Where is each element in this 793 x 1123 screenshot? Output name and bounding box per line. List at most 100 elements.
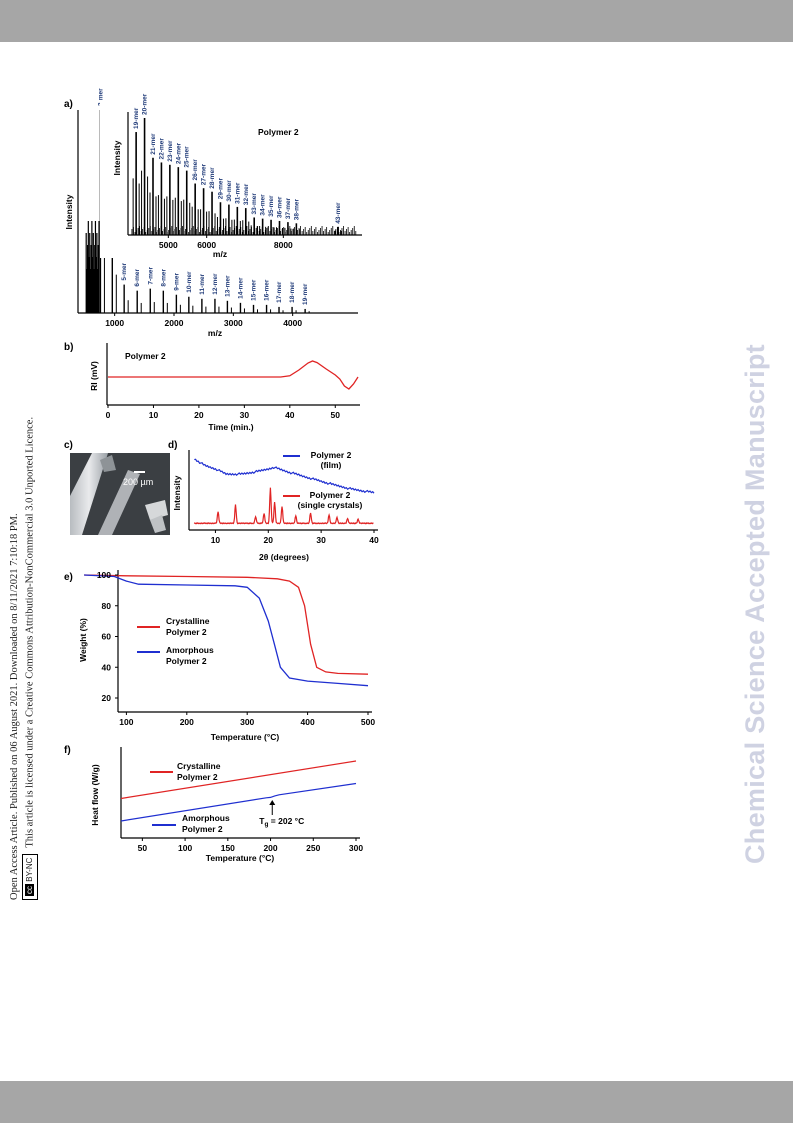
e-ytick-label: 40 <box>102 662 112 672</box>
legend-amorphous-line2: Polymer 2 <box>166 656 207 666</box>
b-tick-label: 40 <box>285 410 295 420</box>
inset-peak-label: 29-mer <box>217 177 224 199</box>
f-tick-label: 100 <box>178 843 192 853</box>
panel-b-label: b) <box>64 342 73 353</box>
inset-peak-label: 32-mer <box>243 183 250 205</box>
a-tick-label: 2000 <box>165 318 184 328</box>
peak-label: 9-mer <box>173 273 180 291</box>
e-xtick-label: 300 <box>240 717 254 727</box>
crystal-fragment-3 <box>100 455 116 472</box>
panel-f-series-crystalline <box>120 760 357 800</box>
panel-e-series-crystalline <box>84 574 369 675</box>
inset-xticks: 5000 6000 8000 <box>159 235 293 250</box>
inset-tick-label: 8000 <box>274 240 293 250</box>
peak-label: 11-mer <box>199 273 206 294</box>
panel-f-ylabel: Heat flow (W/g) <box>90 764 100 826</box>
peak-label: 15-mer <box>251 279 258 301</box>
peak-label: 13-mer <box>224 275 231 297</box>
panel-a-ylabel: Intensity <box>64 194 74 229</box>
panel-b: b) RI (mV) Polymer 2 0 10 20 30 40 50 Time (m… <box>64 342 360 432</box>
f-tick-label: 250 <box>306 843 320 853</box>
legend-crystalline-line2: Polymer 2 <box>166 627 207 637</box>
a-tick-label: 1000 <box>105 318 124 328</box>
inset-peak-label: 27-mer <box>201 163 208 185</box>
peak-label: 8-mer <box>160 268 167 286</box>
panel-c: c) 200 µm <box>64 440 170 535</box>
tg-arrow-head <box>269 800 276 805</box>
panel-f-series-amorphous <box>120 782 357 822</box>
peak-label: 12-mer <box>212 273 219 295</box>
inset-peak-label: 34-mer <box>260 194 267 216</box>
inset-title: Polymer 2 <box>258 127 299 137</box>
e-ytick-label: 80 <box>102 601 112 611</box>
inset-peak-label: 23-mer <box>167 140 174 162</box>
panel-a: a) Intensity 3-mer4-mer5-mer6-mer7-mer8-… <box>64 88 368 338</box>
d-tick-label: 10 <box>211 535 221 545</box>
legend-f-amorphous-line2: Polymer 2 <box>182 824 223 834</box>
panel-f: f) Heat flow (W/g) Crystalline Polymer 2… <box>64 745 363 863</box>
legend-film-line2: (film) <box>321 460 342 470</box>
e-ytick-label: 100 <box>97 570 111 580</box>
inset-peak-label: 37-mer <box>285 197 292 219</box>
inset-tick-label: 5000 <box>159 240 178 250</box>
panel-d-ylabel: Intensity <box>172 475 182 510</box>
legend-crystalline-line1: Crystalline <box>166 616 210 626</box>
panel-d-label: d) <box>168 440 177 451</box>
inset-peak-label: 19-mer <box>133 107 140 129</box>
a-tick-label: 4000 <box>283 318 302 328</box>
inset-xlabel: m/z <box>213 249 227 259</box>
panel-c-label: c) <box>64 440 73 451</box>
inset-peak-label: 43-mer <box>335 202 342 224</box>
panel-a-xticks: 1000 2000 3000 4000 <box>105 313 302 328</box>
d-tick-label: 30 <box>316 535 326 545</box>
a-tick-label: 3000 <box>224 318 243 328</box>
legend-f-crystalline-line1: Crystalline <box>177 761 221 771</box>
crystal-fragment-2 <box>150 515 166 533</box>
e-ytick-label: 60 <box>102 632 112 642</box>
e-xtick-label: 500 <box>361 717 375 727</box>
tg-annotation: Tg = 202 °C <box>259 816 304 828</box>
legend-f-amorphous-line1: Amorphous <box>182 813 230 823</box>
peak-label: 17-mer <box>276 281 283 303</box>
scale-bar-label: 200 µm <box>123 477 153 487</box>
panel-a-xlabel: m/z <box>208 328 222 338</box>
inset-peak-label: 22-mer <box>158 138 165 160</box>
panel-e-ylabel: Weight (%) <box>78 618 88 662</box>
panel-e: e) Weight (%) Crystalline Polymer 2 Amor… <box>64 570 375 742</box>
legend-f-crystalline-line2: Polymer 2 <box>177 772 218 782</box>
f-tick-label: 50 <box>138 843 148 853</box>
inset-peak-label: 25-mer <box>184 146 191 168</box>
peak-label: 6-mer <box>134 268 141 286</box>
panel-e-xticks: 100 200 300 400 500 <box>119 712 375 727</box>
inset-peak-label: 30-mer <box>226 180 233 202</box>
b-tick-label: 50 <box>331 410 341 420</box>
peak-label: 10-mer <box>186 271 193 293</box>
legend-crystals-line2: (single crystals) <box>298 500 363 510</box>
panel-b-ylabel: RI (mV) <box>89 361 99 391</box>
legend-crystals-line1: Polymer 2 <box>310 490 351 500</box>
inset-peak-label: 20-mer <box>142 93 149 115</box>
inset-ylabel: Intensity <box>112 140 122 175</box>
panel-f-xticks: 50 100 150 200 250 300 <box>138 838 363 853</box>
panel-e-xlabel: Temperature (°C) <box>211 732 280 742</box>
panel-e-series-amorphous <box>84 574 369 687</box>
panel-b-series <box>108 360 359 390</box>
panel-e-label: e) <box>64 572 73 583</box>
e-xtick-label: 200 <box>180 717 194 727</box>
panel-d: d) Intensity Polymer 2 (film) Polymer 2 … <box>168 440 379 562</box>
inset-peak-label: 36-mer <box>277 196 284 218</box>
e-xtick-label: 100 <box>119 717 133 727</box>
header-band <box>0 0 793 42</box>
tg-arrow-icon <box>269 800 276 815</box>
inset-tick-label: 6000 <box>197 240 216 250</box>
peak-label: 5-mer <box>121 262 128 280</box>
panel-b-title: Polymer 2 <box>125 351 166 361</box>
panel-b-xlabel: Time (min.) <box>208 422 253 432</box>
panel-d-series-crystals <box>193 487 374 525</box>
d-tick-label: 40 <box>369 535 379 545</box>
legend-amorphous-line1: Amorphous <box>166 645 214 655</box>
panel-b-xticks: 0 10 20 30 40 50 <box>106 405 341 420</box>
footer-band <box>0 1081 793 1123</box>
